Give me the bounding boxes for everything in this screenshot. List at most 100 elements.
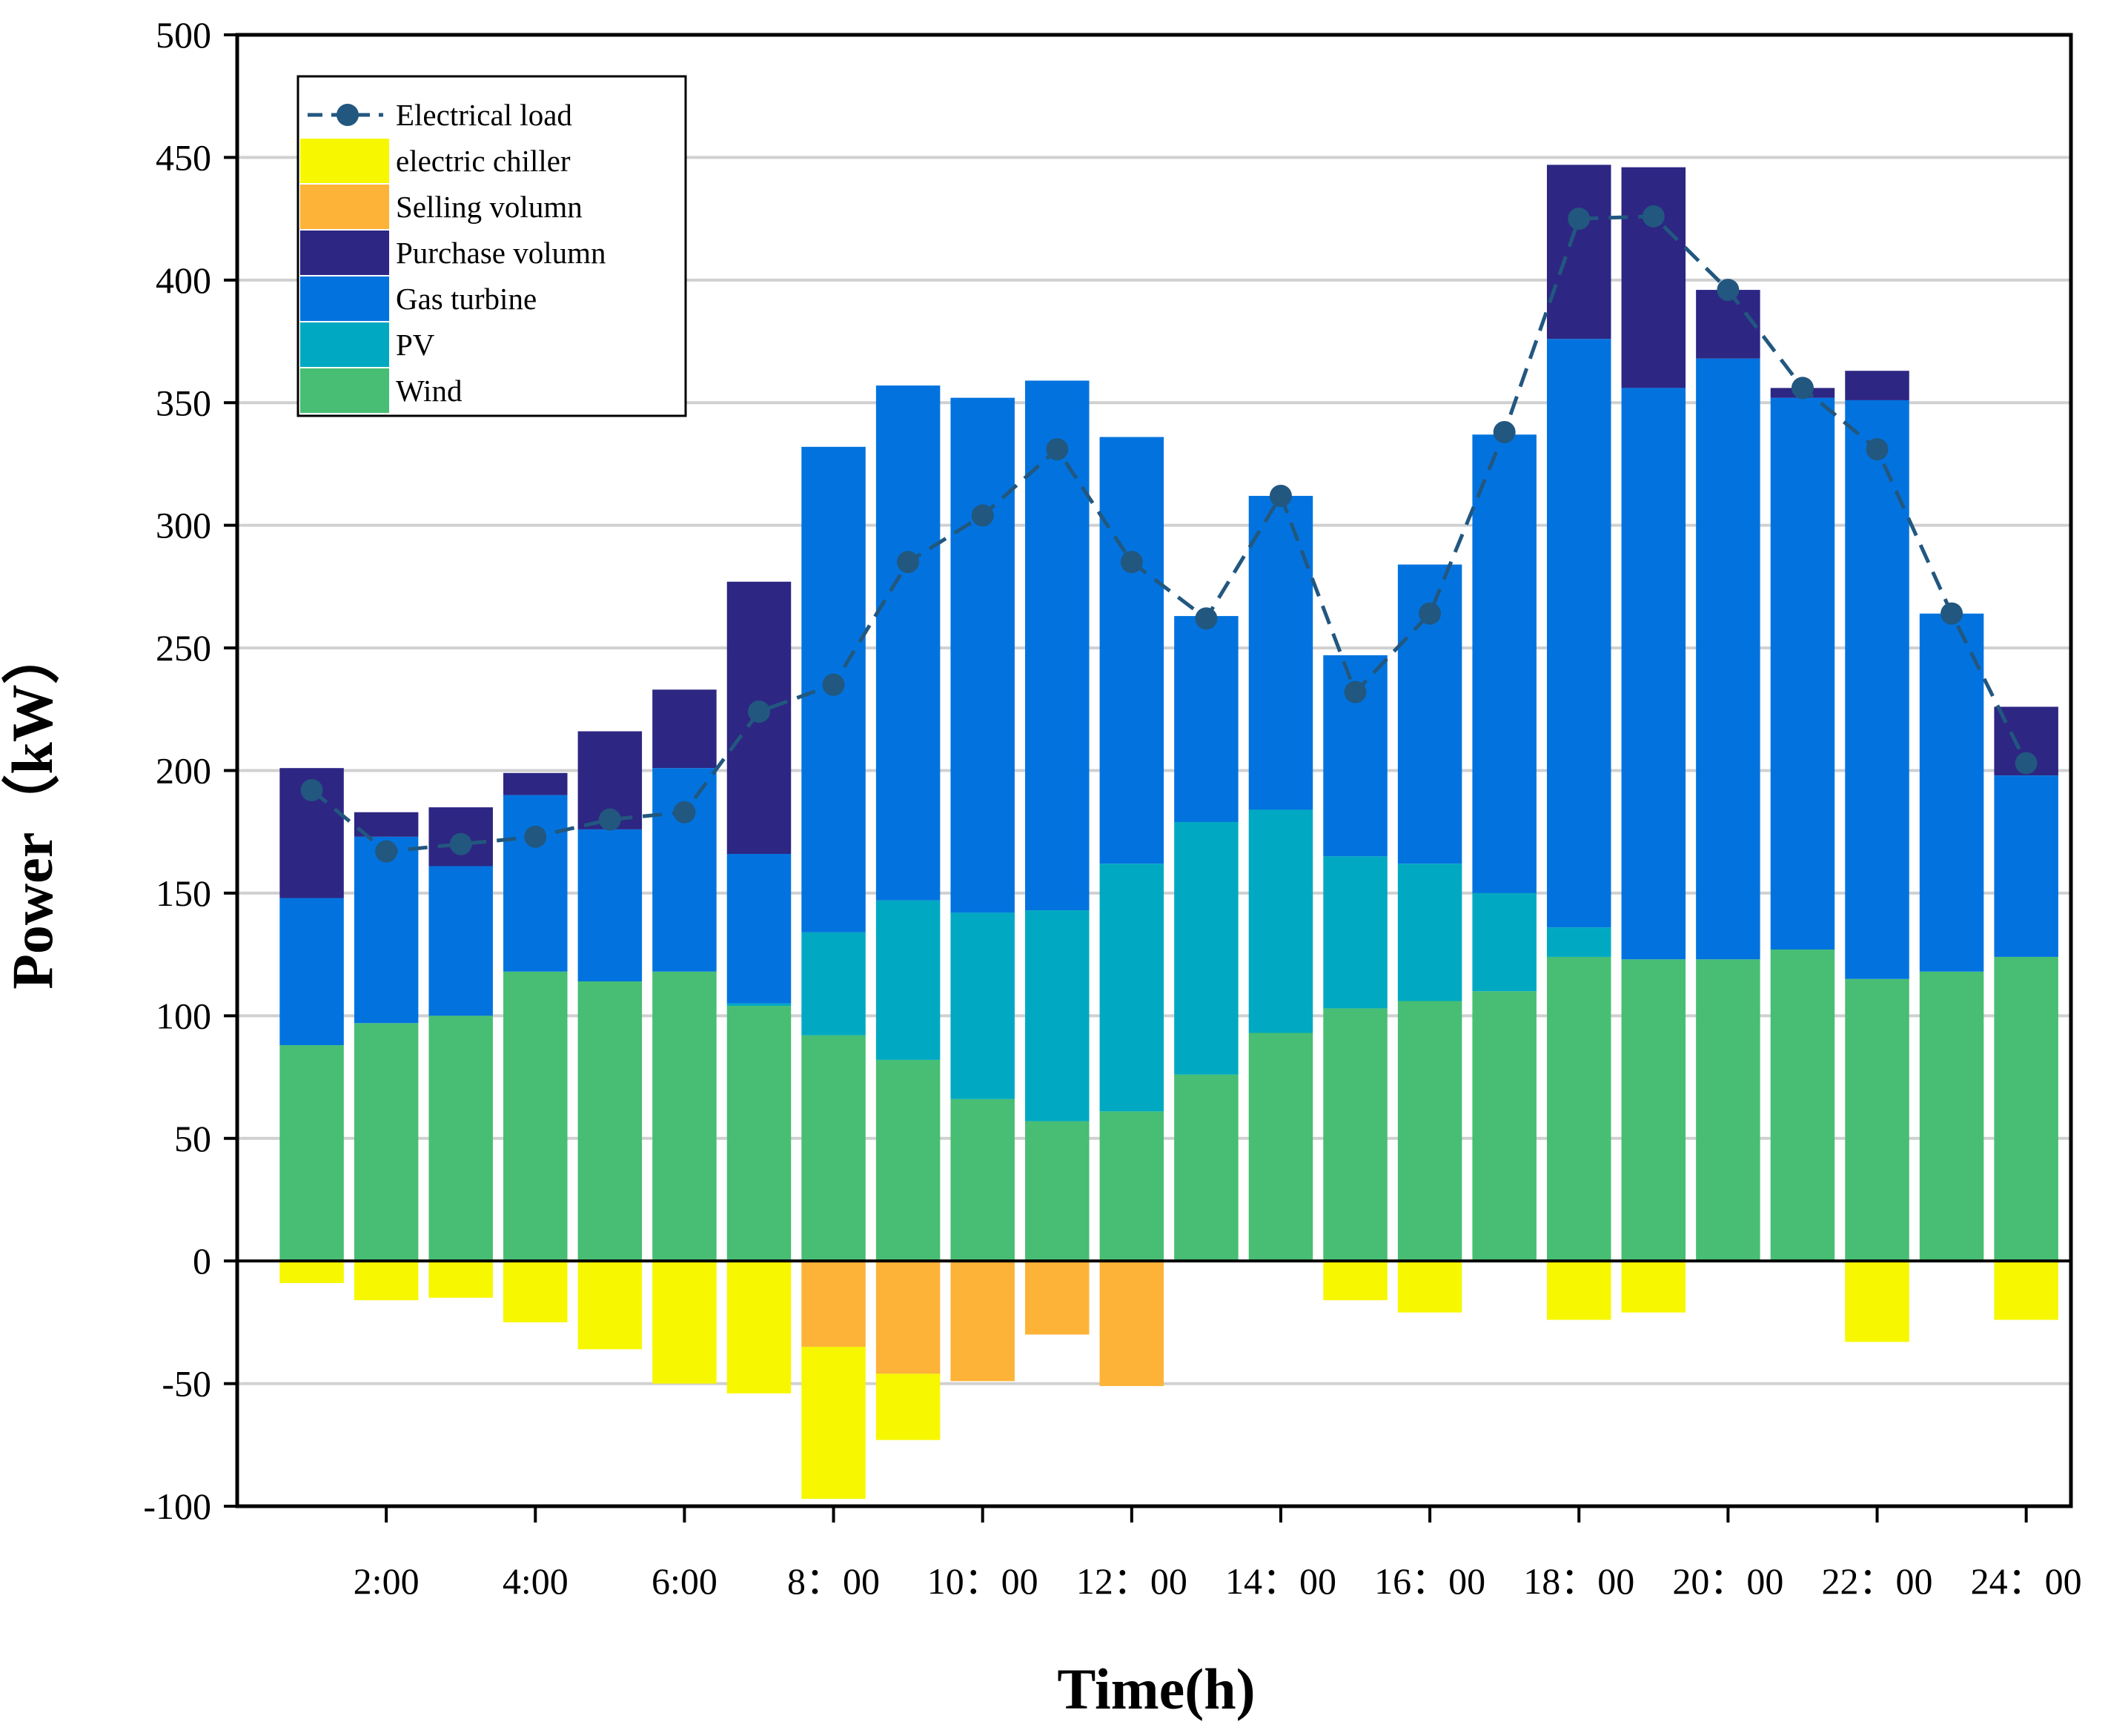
y-tick-label: 300 [156,505,211,546]
y-tick-label: -50 [162,1363,211,1405]
electrical-load-point [1717,279,1740,302]
y-tick-label: 350 [156,382,211,423]
electrical-load-point [971,504,994,527]
electrical-load-point [1866,438,1889,461]
y-tick-label: -100 [143,1485,211,1527]
bar-wind [428,1016,493,1262]
bar-wind [652,971,717,1262]
bar-gas-turbine [1546,339,1611,928]
bar-electric-chiller [577,1261,643,1350]
bar-electric-chiller [1397,1261,1462,1313]
bar-wind [1472,991,1537,1262]
bar-electric-chiller [1994,1261,2058,1320]
bar-selling-volumn [950,1261,1015,1382]
x-tick-label: 6:00 [652,1560,717,1602]
legend-label: Selling volumn [396,190,583,224]
bar-purchase-volumn [1696,290,1760,359]
bar-gas-turbine [875,385,941,901]
bar-gas-turbine [1472,434,1537,893]
electrical-load-point [1791,377,1814,400]
electrical-load-point [1419,602,1442,625]
x-tick-label: 16：00 [1374,1560,1485,1602]
bar-wind [801,1035,866,1262]
bar-pv [1025,910,1090,1122]
electrical-load-line [310,214,2028,854]
bar-gas-turbine [1174,616,1239,822]
bar-gas-turbine [652,768,717,972]
legend-swatch [300,276,389,321]
bar-gas-turbine [1994,775,2058,957]
bar-pv [1248,809,1313,1033]
bar-wind [354,1023,419,1262]
bar-wind [1994,956,2058,1262]
y-tick-label: 400 [156,259,211,301]
bar-wind [279,1045,344,1262]
bars-layer [279,165,2058,1500]
bar-electric-chiller [652,1261,717,1384]
legend-label: Gas turbine [396,282,537,316]
electrical-load-point [2015,752,2038,775]
bar-gas-turbine [950,397,1015,913]
electrical-load-point [598,808,621,831]
bar-electric-chiller [354,1261,419,1301]
bar-gas-turbine [1919,613,1984,972]
x-tick-label: 10：00 [927,1560,1038,1602]
bar-electric-chiller [1845,1261,1909,1342]
electrical-load-point [897,551,920,574]
x-tick-label: 4:00 [503,1560,569,1602]
x-tick-label: 24：00 [1971,1560,2082,1602]
electrical-load-point [449,832,472,855]
legend-swatch [300,139,389,183]
electrical-load-point [524,825,547,848]
bar-gas-turbine [1696,358,1760,960]
legend: Electrical load electric chiller Selling v… [296,75,687,417]
bar-wind [1397,1001,1462,1262]
y-tick-label: 500 [156,14,211,56]
bar-gas-turbine [1770,397,1835,950]
bar-gas-turbine [1621,388,1686,960]
y-tick-label: 50 [174,1118,211,1159]
load-line-layer [300,205,2038,863]
bar-pv [1323,856,1388,1009]
bar-pv [801,932,866,1036]
y-tick-label: 200 [156,750,211,792]
bar-purchase-volumn [1845,371,1909,400]
x-axis-title: Time(h) [1057,1657,1255,1721]
x-tick-label: 14：00 [1225,1560,1336,1602]
y-tick-label: 100 [156,995,211,1036]
bar-wind [1621,959,1686,1262]
legend-label: electric chiller [396,144,571,178]
x-tick-label: 20：00 [1672,1560,1783,1602]
legend-marker-swatch [337,104,359,126]
legend-swatch [300,231,389,275]
bar-gas-turbine [1845,400,1909,979]
electrical-load-point [1195,607,1218,630]
bar-gas-turbine [354,836,419,1024]
bar-wind [875,1059,941,1262]
bar-selling-volumn [1099,1261,1164,1386]
bar-electric-chiller [875,1374,941,1440]
bar-wind [1025,1121,1090,1262]
bar-electric-chiller [801,1346,866,1500]
x-tick-label: 2:00 [354,1560,420,1602]
bar-wind [1323,1008,1388,1262]
bar-wind [1696,959,1760,1262]
bar-pv [1546,927,1611,957]
bar-gas-turbine [428,866,493,1016]
bar-electric-chiller [1546,1261,1611,1320]
legend-swatch [300,322,389,367]
bar-wind [950,1099,1015,1262]
bar-electric-chiller [1323,1261,1388,1301]
bar-wind [726,1006,792,1262]
bar-wind [1248,1033,1313,1262]
y-axis-title: Power（kW） [0,626,64,990]
y-tick-label: 150 [156,872,211,914]
electrical-load-point [1642,205,1665,228]
bar-purchase-volumn [1546,165,1611,339]
legend-label: Electrical load [396,98,572,132]
bar-wind [1099,1111,1164,1262]
legend-swatch [300,185,389,229]
electrical-load-point [1120,551,1143,574]
y-tick-label: 0 [193,1240,211,1282]
